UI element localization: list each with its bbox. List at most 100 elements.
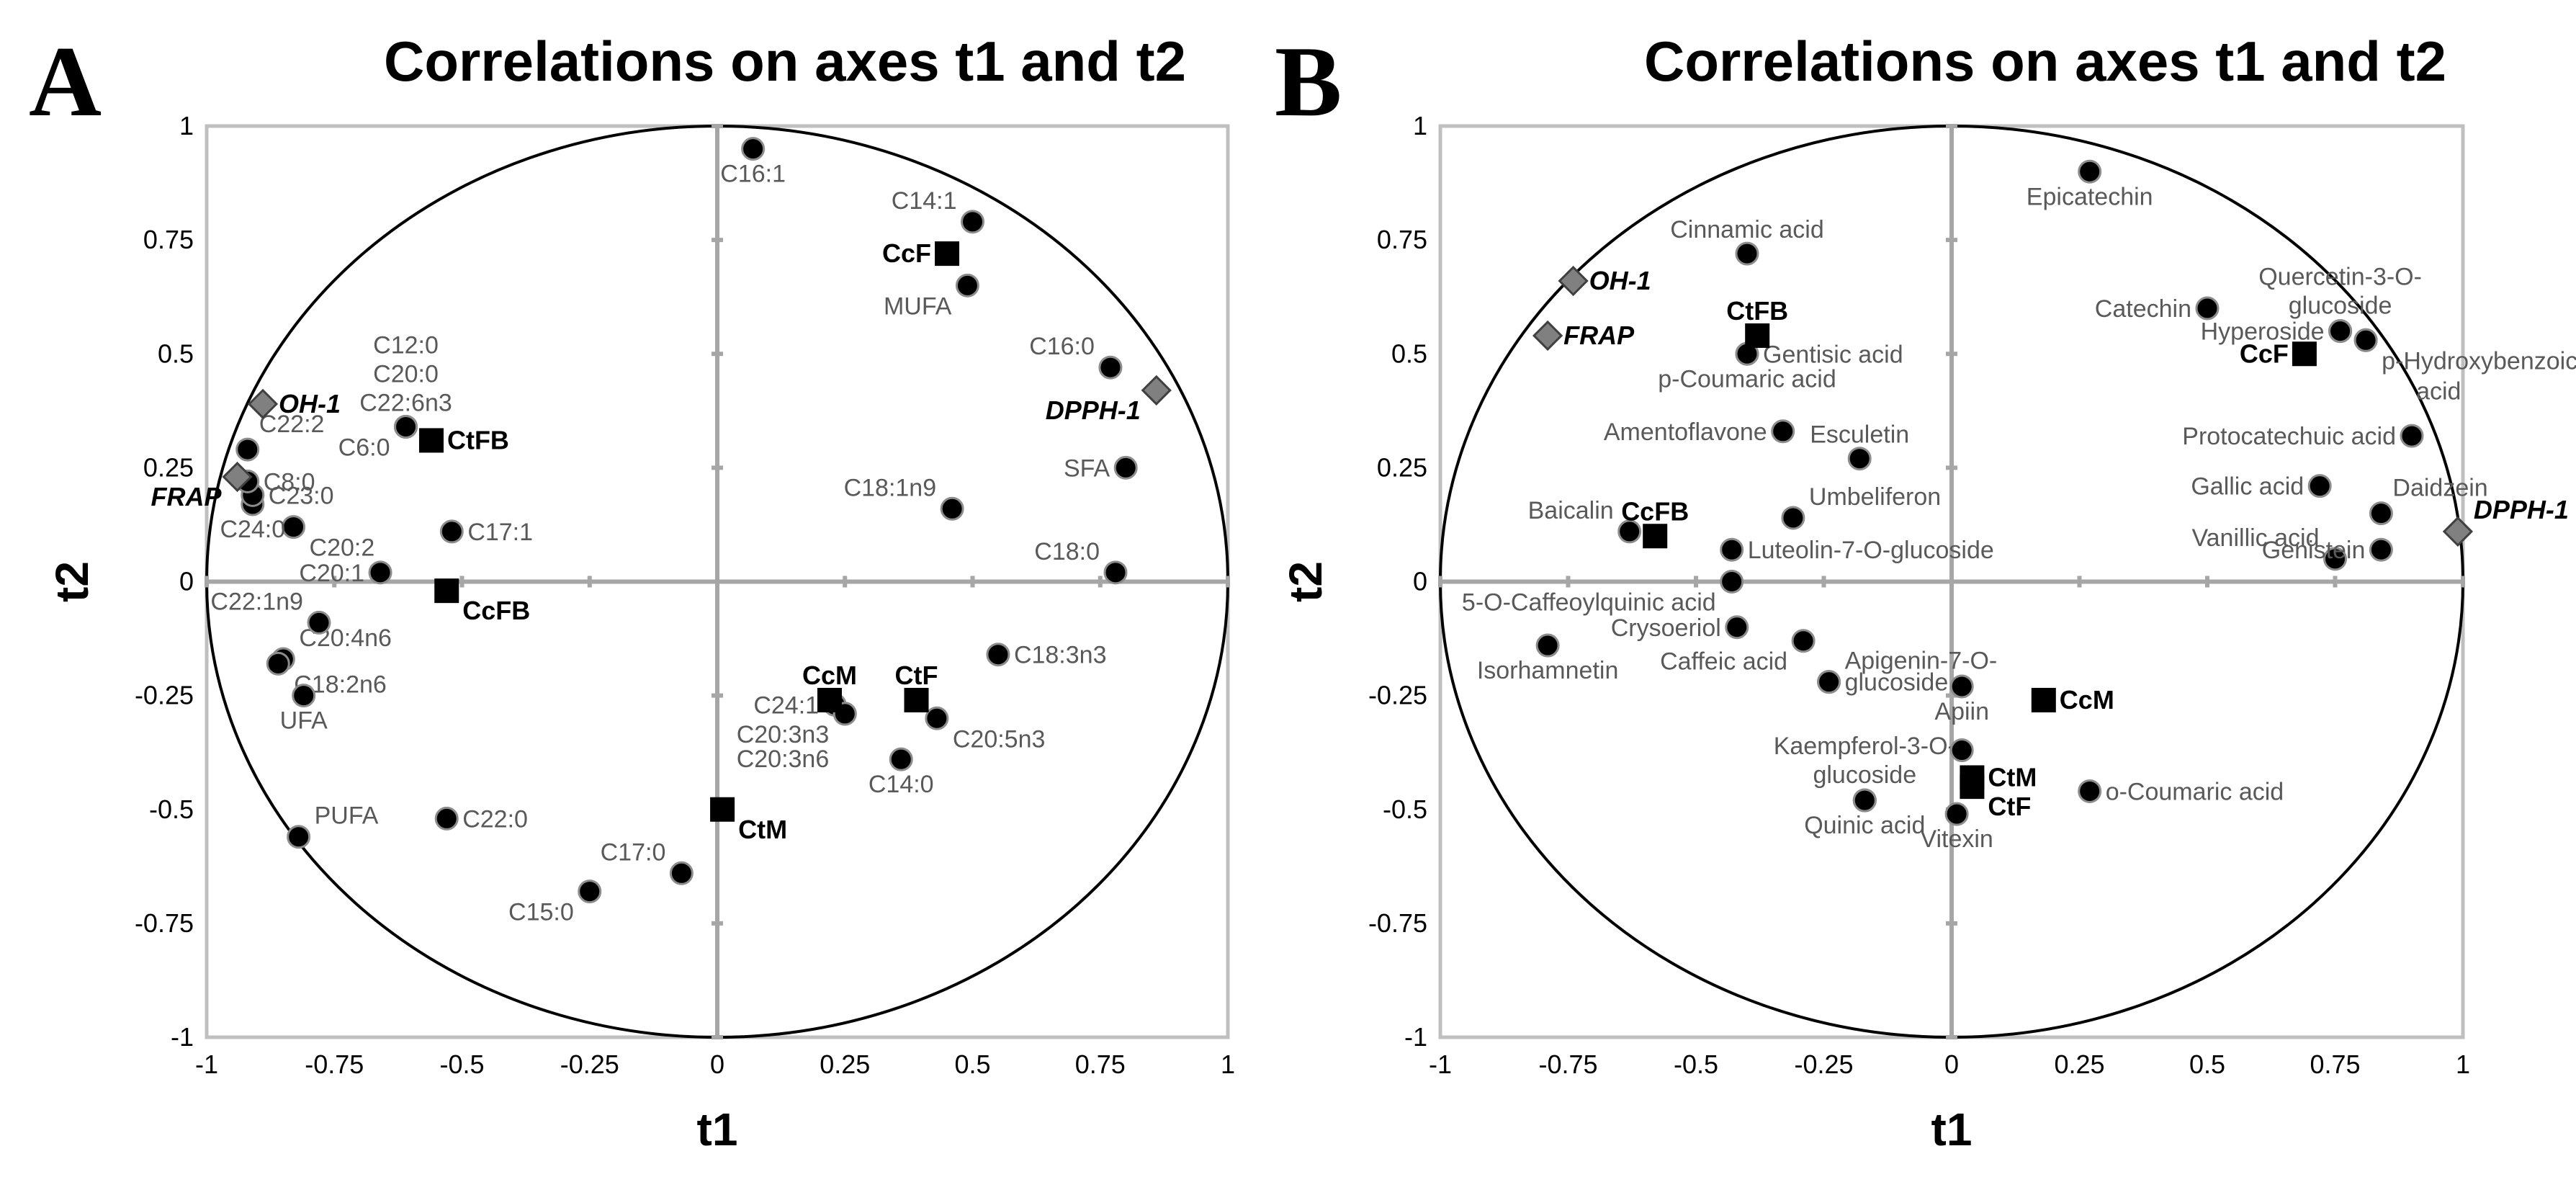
variable-point-c20-2 [282, 515, 306, 540]
point-label-vitexin: Vitexin [1920, 825, 1993, 853]
point-label-ccfb: CcFB [1621, 496, 1689, 526]
point-label-c20-0: C20:0 [373, 360, 439, 388]
point-label-c22-2: C22:2 [259, 411, 325, 438]
y-tick-label: -0.75 [135, 908, 194, 938]
point-label-catechin: Catechin [2095, 295, 2191, 323]
panel-letter: B [1275, 26, 1342, 138]
point-label-ctfb: CtFB [1726, 296, 1788, 326]
observation-point-ccm [2031, 687, 2056, 712]
point-label-ccm: CcM [2060, 685, 2114, 715]
point-label-c18-1n9: C18:1n9 [844, 474, 937, 501]
x-tick-label: 1 [2456, 1049, 2470, 1079]
variable-point-caffeic-acid [1791, 629, 1816, 653]
point-label-glucoside: glucoside [2289, 292, 2392, 320]
point-label-c20-1: C20:1 [299, 560, 364, 587]
point-label-gallic-acid: Gallic acid [2191, 473, 2304, 501]
point-label-frap: FRAP [1563, 321, 1635, 350]
point-label-caffeic-acid: Caffeic acid [1660, 648, 1787, 676]
observation-point-ctfb [418, 428, 444, 453]
point-label-oh-1: OH-1 [279, 389, 341, 419]
variable-point-umbeliferon [1781, 506, 1805, 530]
point-label-gentisic-acid: Gentisic acid [1763, 341, 1903, 368]
x-axis-label: t1 [697, 1104, 738, 1155]
variable-point-c18-2n6 [266, 651, 290, 676]
observation-point-ccm [817, 687, 842, 712]
x-tick-label: -0.75 [305, 1049, 364, 1079]
supplementary-point-dpph-1 [1141, 375, 1172, 406]
observation-point-ctf [1960, 774, 1985, 800]
variable-point-pufa [287, 825, 311, 849]
variable-point-sfa [1113, 455, 1138, 480]
point-label-ctm: CtM [738, 815, 787, 844]
observation-point-ctm [710, 797, 735, 822]
variable-point-c18-3n3 [986, 643, 1010, 667]
point-label-hyperoside: Hyperoside [2201, 318, 2325, 346]
supplementary-point-oh-1 [1558, 265, 1589, 297]
point-label-cinnamic-acid: Cinnamic acid [1670, 216, 1824, 243]
variable-point-o-coumaric-acid [2078, 779, 2102, 803]
variable-point-hyperoside [2328, 319, 2353, 344]
point-label-c20-2: C20:2 [310, 534, 375, 562]
point-label-apigenin-7-o: Apigenin-7-O- [1845, 648, 1998, 675]
panel-a: A Correlations on axes t1 and t2 -1 -0.75 -0… [29, 26, 1235, 1155]
y-tick-label: -1 [1404, 1022, 1427, 1052]
point-label-c24-0: C24:0 [220, 516, 285, 543]
point-label-baicalin: Baicalin [1528, 497, 1614, 524]
point-label-mufa: MUFA [884, 292, 952, 320]
point-label-kaempferol-3-o: Kaempferol-3-O- [1774, 733, 1956, 760]
point-label-protocatechuic-acid: Protocatechuic acid [2182, 423, 2396, 450]
variable-point-isorhamnetin [1535, 633, 1560, 658]
point-label-c16-1: C16:1 [720, 161, 786, 188]
x-tick-label: -0.5 [439, 1049, 484, 1079]
variable-point-c18-1n9 [940, 496, 964, 521]
point-label-isorhamnetin: Isorhamnetin [1477, 657, 1619, 684]
point-label-c14-0: C14:0 [869, 771, 934, 798]
point-label-p-hydroxybenzoic: p-Hydroxybenzoic [2382, 347, 2576, 375]
variable-point-c20-5n3 [925, 706, 949, 730]
y-tick-label: 1 [1413, 111, 1427, 140]
point-label-quinic-acid: Quinic acid [1804, 812, 1925, 839]
x-axis-label: t1 [1931, 1104, 1973, 1155]
x-tick-label: 0 [710, 1049, 724, 1079]
y-tick-label: 0 [1413, 567, 1427, 596]
point-label-vanillic-acid: Vanillic acid [2191, 524, 2319, 552]
point-label-ccf: CcF [2240, 339, 2289, 368]
point-label-quercetin-3-o: Quercetin-3-O- [2258, 264, 2422, 291]
supplementary-point-frap [1532, 320, 1563, 352]
variable-point-catechin [2195, 296, 2220, 321]
point-label-c17-0: C17:0 [601, 838, 666, 866]
point-label-c6-0: C6:0 [338, 434, 390, 461]
y-tick-label: -0.25 [1368, 681, 1427, 710]
y-axis-label: t2 [46, 561, 98, 602]
point-label-p-coumaric-acid: p-Coumaric acid [1658, 365, 1836, 393]
y-tick-label: -1 [171, 1022, 194, 1052]
x-tick-label: -0.5 [1674, 1049, 1718, 1079]
point-label-c16-0: C16:0 [1029, 333, 1095, 360]
point-label-c22-1n9: C22:1n9 [210, 588, 303, 615]
variable-point-cinnamic-acid [1735, 241, 1759, 266]
variable-point-c22-0 [434, 806, 459, 831]
point-label-sfa: SFA [1064, 455, 1110, 482]
x-tick-label: 0.5 [954, 1049, 990, 1079]
y-tick-label: 0.25 [1377, 452, 1427, 482]
variable-point-glucoside [1817, 670, 1841, 694]
x-tick-label: -1 [195, 1049, 218, 1079]
point-label-umbeliferon: Umbeliferon [1809, 483, 1941, 511]
point-label-c14-1: C14:1 [892, 187, 957, 215]
variable-point-genistein [2369, 537, 2393, 562]
variable-point-acid [2353, 328, 2378, 352]
point-label-ccf: CcF [882, 238, 931, 268]
point-label-c24-1: C24:1 [753, 692, 819, 719]
variable-point-gallic-acid [2307, 474, 2332, 498]
point-label-c20-3n3: C20:3n3 [737, 721, 830, 748]
variable-point-protocatechuic-acid [2400, 424, 2424, 448]
variable-point-daidzein [2369, 501, 2393, 526]
variable-point-amentoflavone [1771, 419, 1795, 444]
chart-title: Correlations on axes t1 and t2 [384, 30, 1186, 93]
point-label-glucoside: glucoside [1813, 761, 1916, 789]
point-label-ufa: UFA [280, 707, 328, 735]
variable-point-c20-1 [368, 560, 392, 585]
point-label-ctfb: CtFB [447, 425, 509, 455]
point-label-ccm: CcM [802, 661, 857, 690]
point-label-dpph-1: DPPH-1 [2474, 495, 2569, 524]
